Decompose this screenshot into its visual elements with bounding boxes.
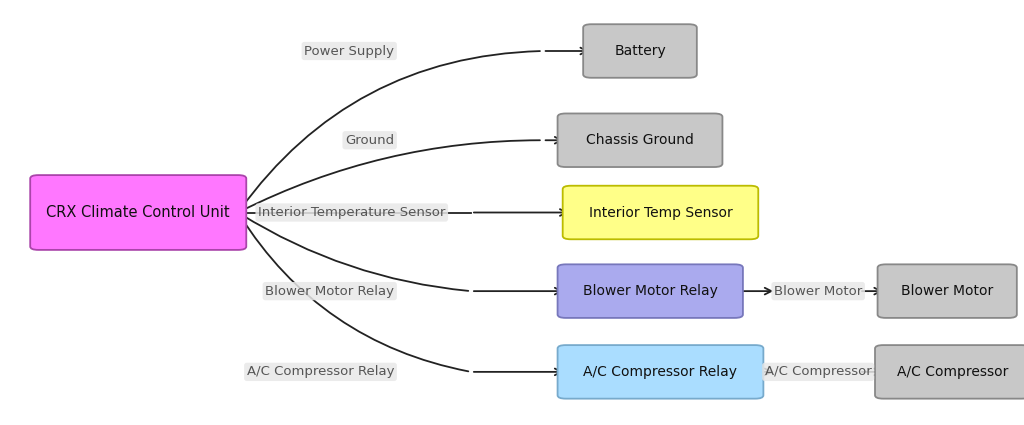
Text: Blower Motor Relay: Blower Motor Relay [583, 284, 718, 298]
FancyBboxPatch shape [874, 345, 1024, 399]
Text: A/C Compressor: A/C Compressor [765, 366, 871, 378]
Text: Chassis Ground: Chassis Ground [586, 133, 694, 147]
Text: Power Supply: Power Supply [304, 45, 394, 57]
FancyBboxPatch shape [557, 264, 743, 318]
FancyBboxPatch shape [31, 175, 247, 250]
Text: A/C Compressor Relay: A/C Compressor Relay [584, 365, 737, 379]
FancyBboxPatch shape [557, 113, 723, 167]
Text: Interior Temp Sensor: Interior Temp Sensor [589, 206, 732, 219]
Text: Blower Motor: Blower Motor [901, 284, 993, 298]
Text: Battery: Battery [614, 44, 666, 58]
Text: Interior Temperature Sensor: Interior Temperature Sensor [258, 206, 445, 219]
FancyBboxPatch shape [584, 24, 696, 78]
Text: A/C Compressor Relay: A/C Compressor Relay [247, 366, 394, 378]
Text: CRX Climate Control Unit: CRX Climate Control Unit [46, 205, 230, 220]
FancyBboxPatch shape [563, 186, 758, 239]
Text: A/C Compressor: A/C Compressor [897, 365, 1008, 379]
FancyBboxPatch shape [878, 264, 1017, 318]
Text: Blower Motor Relay: Blower Motor Relay [265, 285, 394, 297]
FancyBboxPatch shape [557, 345, 764, 399]
Text: Ground: Ground [345, 134, 394, 147]
Text: Blower Motor: Blower Motor [774, 285, 862, 297]
